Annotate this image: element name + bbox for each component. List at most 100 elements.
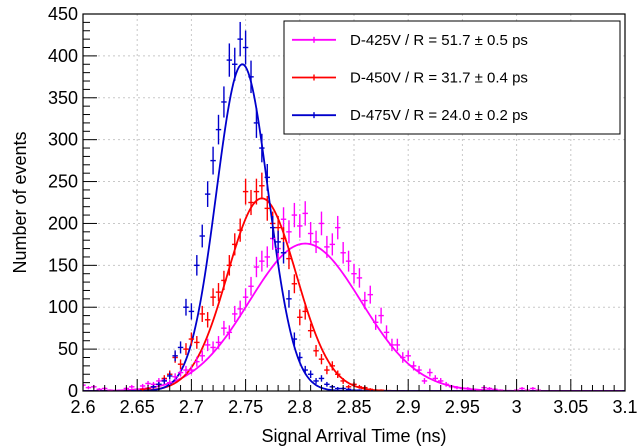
data-point <box>248 60 254 94</box>
x-tick-label: 2.7 <box>179 397 204 417</box>
data-point <box>167 379 173 386</box>
y-tick-label: 0 <box>68 381 78 401</box>
data-point <box>139 388 146 391</box>
legend-item: D-425V / R = 51.7 ± 0.5 ps <box>292 32 528 49</box>
data-point <box>248 189 254 216</box>
data-point <box>183 365 189 375</box>
data-point <box>318 211 325 236</box>
data-point <box>161 378 168 384</box>
data-point <box>432 375 439 382</box>
data-point <box>194 356 200 367</box>
x-tick-label: 2.65 <box>120 397 155 417</box>
data-point <box>302 303 308 320</box>
data-point <box>307 222 314 245</box>
data-point <box>318 354 325 365</box>
data-point <box>302 365 308 375</box>
data-point <box>83 382 86 388</box>
data-point <box>291 202 298 228</box>
data-point <box>204 312 211 328</box>
data-point <box>210 341 216 354</box>
x-tick-label: 2.6 <box>70 397 95 417</box>
data-point <box>372 314 379 330</box>
y-tick-label: 100 <box>48 297 78 317</box>
data-point <box>215 114 222 145</box>
data-point <box>226 43 233 77</box>
x-tick-label: 3.05 <box>553 397 588 417</box>
data-point <box>210 146 216 175</box>
data-point <box>264 163 270 191</box>
data-point <box>302 201 308 226</box>
data-point <box>199 224 205 248</box>
data-points <box>83 21 623 391</box>
data-point <box>96 388 102 391</box>
data-point <box>204 181 211 207</box>
data-point <box>269 215 276 240</box>
data-point <box>362 291 368 310</box>
data-point <box>329 361 336 371</box>
data-point <box>324 381 330 387</box>
data-point <box>286 220 292 244</box>
data-point <box>172 373 178 381</box>
y-axis-title: Number of events <box>10 131 30 273</box>
data-point <box>129 384 135 389</box>
data-point <box>232 233 238 256</box>
data-point <box>177 341 184 354</box>
data-point <box>210 288 216 307</box>
data-point <box>194 255 200 276</box>
data-point <box>307 323 314 338</box>
data-point <box>335 370 341 378</box>
data-point <box>389 338 395 352</box>
data-point <box>248 276 254 296</box>
data-point <box>183 343 189 356</box>
data-point <box>416 365 422 375</box>
data-point <box>172 350 178 362</box>
data-point <box>194 336 200 349</box>
data-point <box>177 368 184 377</box>
data-point <box>421 378 428 384</box>
data-point <box>215 336 222 349</box>
data-point <box>177 359 184 369</box>
data-point <box>383 325 390 340</box>
x-tick-label: 2.75 <box>228 397 263 417</box>
data-point <box>150 384 157 389</box>
data-point <box>259 250 265 272</box>
data-point <box>291 274 298 294</box>
y-tick-label: 350 <box>48 88 78 108</box>
data-point <box>204 338 211 352</box>
x-tick-label: 2.8 <box>287 397 312 417</box>
data-point <box>221 86 227 118</box>
data-point <box>264 246 270 268</box>
legend-item: D-475V / R = 24.0 ± 0.2 ps <box>292 107 528 124</box>
data-point <box>438 378 444 384</box>
legend-label: D-425V / R = 51.7 ± 0.5 ps <box>350 32 528 49</box>
x-tick-label: 2.85 <box>336 397 371 417</box>
data-point <box>221 270 227 291</box>
x-tick-label: 2.95 <box>445 397 480 417</box>
data-point <box>221 320 227 336</box>
data-point <box>345 250 352 272</box>
y-tick-label: 50 <box>58 339 78 359</box>
data-point <box>242 178 249 205</box>
axis-ticks <box>82 13 626 392</box>
data-point <box>264 195 270 221</box>
data-point <box>188 303 195 320</box>
data-point <box>85 385 92 390</box>
data-point <box>340 242 346 264</box>
data-point <box>324 365 330 375</box>
data-point <box>313 230 319 254</box>
legend-label: D-475V / R = 24.0 ± 0.2 ps <box>350 107 528 124</box>
y-tick-label: 150 <box>48 255 78 275</box>
data-point <box>378 307 384 324</box>
data-point <box>259 172 265 199</box>
data-point <box>329 233 336 256</box>
data-point <box>237 21 243 57</box>
data-point <box>286 248 292 270</box>
data-point <box>405 350 411 362</box>
data-point <box>454 385 460 390</box>
data-point <box>410 361 417 371</box>
data-point <box>335 215 341 240</box>
data-point <box>340 378 346 384</box>
data-point <box>253 107 260 138</box>
data-point <box>275 230 281 254</box>
y-tick-label: 450 <box>48 4 78 24</box>
